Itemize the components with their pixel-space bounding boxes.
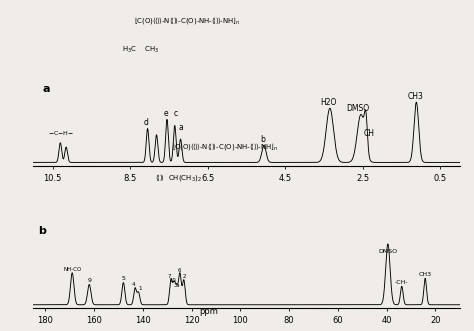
Text: d: d — [144, 118, 149, 127]
Text: a: a — [43, 84, 50, 94]
Text: DMSO: DMSO — [378, 249, 397, 254]
Text: 4: 4 — [132, 282, 136, 287]
Text: 3a: 3a — [174, 283, 180, 288]
Text: DMSO: DMSO — [346, 104, 370, 113]
Text: ppm: ppm — [199, 307, 218, 316]
Text: CH: CH — [363, 129, 374, 138]
Text: 5: 5 — [121, 276, 125, 281]
Text: c: c — [174, 109, 178, 118]
Text: 7: 7 — [167, 274, 171, 279]
Text: $\bf{-}$C$\bf{-}$H$\bf{-}$: $\bf{-}$C$\bf{-}$H$\bf{-}$ — [48, 129, 74, 137]
Text: b: b — [260, 135, 265, 144]
Text: 9: 9 — [87, 278, 91, 283]
Text: H$_3$C    CH$_3$: H$_3$C CH$_3$ — [122, 45, 160, 56]
Text: CH3: CH3 — [407, 92, 423, 101]
Text: $\lfloor$C(O)$\langle\!\langle\rangle\!\rangle$-N$\langle\!\langle\rangle\!\rang: $\lfloor$C(O)$\langle\!\langle\rangle\!\… — [134, 15, 240, 26]
Text: a: a — [179, 123, 184, 132]
Text: 2: 2 — [183, 274, 187, 279]
Text: b: b — [38, 226, 46, 236]
Text: H2O: H2O — [320, 98, 337, 107]
Text: $\langle\!\langle\rangle\!\rangle$  CH(CH$_3$)$_2$: $\langle\!\langle\rangle\!\rangle$ CH(CH… — [155, 172, 202, 183]
Text: CH3: CH3 — [419, 272, 432, 277]
Text: 6: 6 — [177, 268, 181, 273]
Text: NH-CO: NH-CO — [63, 266, 82, 271]
Text: e: e — [164, 109, 169, 118]
Text: $\lfloor$C(O)$\langle\!\langle\rangle\!\rangle$-N$\langle\!\langle\rangle\!\rang: $\lfloor$C(O)$\langle\!\langle\rangle\!\… — [172, 141, 278, 153]
Text: 10: 10 — [169, 278, 176, 283]
Text: 1: 1 — [138, 286, 142, 291]
Text: -CH-: -CH- — [395, 280, 409, 285]
